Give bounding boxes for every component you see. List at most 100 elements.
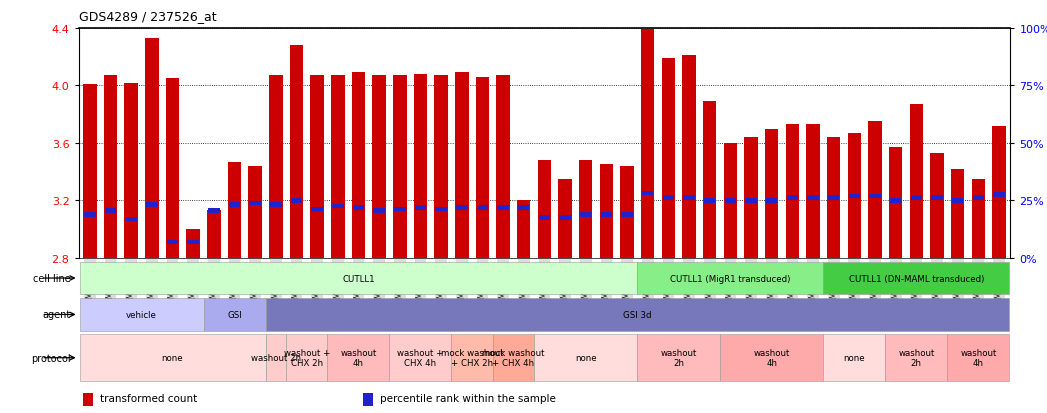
Bar bbox=[187, 240, 199, 244]
Bar bbox=[455, 74, 468, 258]
Bar bbox=[744, 138, 758, 258]
Bar bbox=[579, 161, 593, 258]
Bar bbox=[580, 213, 592, 217]
Bar bbox=[83, 85, 96, 258]
Bar bbox=[266, 335, 286, 381]
Bar bbox=[80, 335, 266, 381]
Bar bbox=[723, 143, 737, 258]
Bar bbox=[642, 191, 653, 196]
Bar bbox=[559, 216, 571, 220]
Text: GSI: GSI bbox=[227, 310, 242, 319]
Bar bbox=[104, 76, 117, 258]
Bar bbox=[475, 78, 489, 258]
Bar bbox=[931, 154, 943, 258]
Bar bbox=[890, 199, 901, 203]
Text: CUTLL1 (MigR1 transduced): CUTLL1 (MigR1 transduced) bbox=[670, 274, 790, 283]
Bar bbox=[931, 196, 942, 200]
Bar bbox=[517, 201, 531, 258]
Bar bbox=[290, 46, 304, 258]
Bar bbox=[291, 199, 303, 203]
Bar bbox=[80, 262, 638, 294]
Bar bbox=[146, 39, 158, 258]
Bar bbox=[807, 196, 819, 200]
Text: washout +
CHX 2h: washout + CHX 2h bbox=[284, 348, 330, 368]
Bar bbox=[786, 196, 798, 200]
Bar bbox=[886, 335, 948, 381]
Bar bbox=[806, 125, 820, 258]
Text: transformed count: transformed count bbox=[99, 394, 197, 404]
Bar bbox=[538, 161, 551, 258]
Bar bbox=[849, 194, 860, 199]
Bar bbox=[518, 206, 530, 210]
Text: washout
4h: washout 4h bbox=[754, 348, 789, 368]
Bar bbox=[662, 59, 675, 258]
Bar bbox=[125, 83, 138, 258]
Bar bbox=[352, 74, 365, 258]
Bar bbox=[994, 193, 1005, 197]
Bar bbox=[203, 299, 266, 331]
Bar bbox=[266, 299, 1009, 331]
Text: cell line: cell line bbox=[34, 273, 71, 283]
Bar bbox=[823, 335, 886, 381]
Bar bbox=[972, 179, 985, 258]
Text: mock washout
+ CHX 4h: mock washout + CHX 4h bbox=[483, 348, 544, 368]
Bar bbox=[683, 56, 696, 258]
Bar bbox=[948, 335, 1009, 381]
Bar bbox=[601, 213, 612, 217]
Text: CUTLL1: CUTLL1 bbox=[342, 274, 375, 283]
Bar bbox=[539, 216, 550, 220]
Bar bbox=[84, 213, 95, 217]
Bar bbox=[848, 133, 861, 258]
Bar bbox=[973, 196, 984, 200]
Bar bbox=[663, 196, 674, 200]
Bar bbox=[105, 209, 116, 213]
Bar bbox=[745, 199, 757, 203]
Bar bbox=[889, 148, 903, 258]
Bar bbox=[415, 206, 426, 210]
Bar bbox=[311, 207, 322, 212]
Bar bbox=[165, 79, 179, 258]
Text: none: none bbox=[161, 354, 183, 362]
Bar bbox=[353, 206, 364, 210]
Bar bbox=[248, 166, 262, 258]
Bar bbox=[476, 206, 488, 210]
Bar bbox=[166, 240, 178, 244]
Bar bbox=[80, 299, 203, 331]
Text: vehicle: vehicle bbox=[126, 310, 157, 319]
Bar bbox=[83, 393, 93, 406]
Bar bbox=[389, 335, 451, 381]
Text: GDS4289 / 237526_at: GDS4289 / 237526_at bbox=[79, 10, 216, 23]
Bar bbox=[952, 199, 963, 203]
Bar bbox=[270, 203, 282, 207]
Bar bbox=[621, 213, 632, 217]
Text: washout
4h: washout 4h bbox=[340, 348, 377, 368]
Bar bbox=[638, 262, 823, 294]
Bar bbox=[911, 196, 922, 200]
Bar bbox=[208, 209, 220, 213]
Text: none: none bbox=[844, 354, 865, 362]
Bar bbox=[621, 166, 633, 258]
Bar bbox=[311, 76, 324, 258]
Bar bbox=[720, 335, 823, 381]
Bar bbox=[269, 76, 283, 258]
Bar bbox=[785, 125, 799, 258]
Bar bbox=[684, 196, 695, 200]
Text: percentile rank within the sample: percentile rank within the sample bbox=[379, 394, 555, 404]
Bar bbox=[823, 262, 1009, 294]
Bar bbox=[869, 194, 881, 199]
Bar bbox=[496, 76, 510, 258]
Bar bbox=[373, 76, 386, 258]
Text: washout +
CHX 4h: washout + CHX 4h bbox=[397, 348, 444, 368]
Text: protocol: protocol bbox=[31, 353, 71, 363]
Bar bbox=[394, 207, 405, 212]
Text: agent: agent bbox=[43, 310, 71, 320]
Bar bbox=[393, 76, 406, 258]
Bar bbox=[910, 105, 923, 258]
Bar bbox=[993, 126, 1006, 258]
Bar bbox=[493, 335, 534, 381]
Bar bbox=[765, 129, 778, 258]
Text: washout 2h: washout 2h bbox=[251, 354, 300, 362]
Bar bbox=[249, 202, 261, 206]
Bar bbox=[456, 206, 468, 210]
Bar bbox=[228, 162, 241, 258]
